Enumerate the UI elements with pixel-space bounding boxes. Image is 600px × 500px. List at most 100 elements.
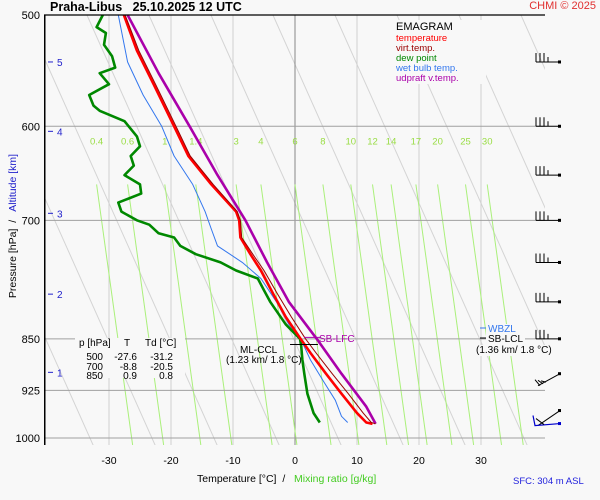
y-axis-label: Pressure [hPa] / Altitude [km] [7,151,19,301]
x-axis-label: Temperature [°C] / Mixing ratio [g/kg] [197,473,376,485]
table-row: 850 0.9 0.8 [75,372,185,382]
mixing-ratio-line [486,184,524,445]
table-row: 500 -27.6 -31.2 [75,353,185,363]
table-cell-t: -8.8 [119,361,137,373]
mixing-ratio-label: 30 [482,136,493,147]
legend-updraft: udpraft v.temp. [396,73,459,84]
table-cell-td: 0.8 [159,371,173,382]
table-cell-td: -20.5 [150,361,173,373]
y-tick-label: 600 [22,121,40,133]
mixing-ratio-line [350,184,388,445]
mixing-ratio-line [390,184,428,445]
mixing-ratio-line [465,184,503,445]
dry-adiabat [520,15,545,71]
wind-barbs [532,52,561,427]
mixing-ratio-label: 6 [292,136,297,147]
table-cell-t: -27.6 [114,352,137,363]
sb-lcl-detail: (1.36 km/ 1.8 °C) [476,345,552,356]
x-tick-label: 30 [475,455,487,467]
altitude-tick-label: 4 [57,127,63,138]
series-udpraft-v-temp [126,14,377,425]
mixing-ratio-line [437,184,475,445]
series-temperature [122,14,373,426]
mixing-ratio-label: 20 [432,136,443,147]
dry-adiabat [272,15,466,445]
wind-barb [535,253,561,264]
y-axis-line [44,15,46,445]
mixing-ratio-line [415,184,453,445]
x-axis-label-mixing: Mixing ratio [g/kg] [294,473,377,485]
legend-title: EMAGRAM [396,21,453,33]
dry-adiabat [574,0,600,465]
dry-adiabat [334,15,528,445]
y-axis-separator: / [7,214,19,226]
y-tick-label: 925 [22,385,40,397]
wind-barb [535,166,561,177]
mixing-ratio-label: 1 [162,136,167,147]
legend-dew-point: dew point [396,53,437,64]
table-cell-t: 0.9 [123,371,137,382]
mixing-ratio-line [127,184,165,445]
dry-adiabat [45,58,218,445]
grid: 0.4 0.6 1 1.4 3 4 6 8 10 12 14 17 20 25 30500600700850… [16,0,600,467]
x-tick-label: -30 [101,455,116,467]
table-header-t: T [124,338,131,349]
legend-temperature: temperature [396,33,448,44]
wind-barb [535,117,561,128]
x-tick-label: 0 [292,455,298,467]
mixing-ratio-line [372,184,410,445]
table-header-p: p [hPa] [79,338,111,349]
y-tick-label: 1000 [16,433,40,445]
y-axis-label-altitude: Altitude [km] [7,153,19,212]
mixing-ratio-label: 14 [386,136,397,147]
table-cell-td: -31.2 [150,352,173,363]
mixing-ratio-line [235,184,273,445]
copyright: CHMI © 2025 [529,0,596,12]
y-tick-label: 700 [22,215,40,227]
mixing-ratio-label: 10 [346,136,357,147]
sounding-table: p [hPa] T Td [°C] 500 -27.6 -31.2 700 -8… [75,338,185,381]
series-dew-point [87,14,321,424]
mixing-ratio-line [164,184,202,445]
mixing-ratio-line [294,184,332,445]
x-axis-separator: / [279,473,292,485]
y-tick-label: 850 [22,334,40,346]
wind-barb [534,372,561,387]
dry-adiabat [45,336,94,445]
series-wet-bulb-temp [117,14,349,423]
sb-lcl-label: SB-LCL [486,334,526,345]
altitude-tick-label: 2 [57,290,63,301]
wind-barb [535,329,561,341]
table-cell-p: 850 [86,371,103,382]
x-tick-label: 10 [351,455,363,467]
sb-lfc-label: SB-LFC [319,334,355,345]
x-tick-label: -20 [163,455,178,467]
mixing-ratio-label: 1.4 [189,136,202,147]
chart-title: Praha-Libus 25.10.2025 12 UTC [50,0,242,14]
wind-barb [535,292,561,304]
x-axis-label-temperature: Temperature [°C] [197,473,277,485]
mixing-ratio-label: 0.4 [90,136,103,147]
mixing-ratio-line [195,184,233,445]
mixing-ratio-line [96,184,134,445]
mixing-ratio-label: 17 [411,136,422,147]
altitude-tick-label: 3 [57,209,63,220]
dry-adiabat [148,15,342,445]
mixing-ratio-label: 0.6 [121,136,134,147]
series-layer [87,14,486,426]
table-cell-p: 700 [86,361,103,373]
legend: EMAGRAM temperature virt.temp. dew point… [394,20,486,84]
sfc-label: SFC: 304 m ASL [513,476,584,487]
x-tick-label: -10 [225,455,240,467]
wind-barb [532,409,561,427]
dry-adiabat [86,15,280,445]
wind-barb [535,52,561,64]
mixing-ratio-line [322,184,360,445]
altitude-tick-label: 1 [57,368,63,379]
dry-adiabat [45,197,156,445]
mixing-ratio-label: 8 [320,136,325,147]
wind-barb [535,211,561,222]
mixing-ratio-label: 12 [367,136,378,147]
ml-ccl-detail: (1.23 km/ 1.8 °C) [226,355,302,366]
